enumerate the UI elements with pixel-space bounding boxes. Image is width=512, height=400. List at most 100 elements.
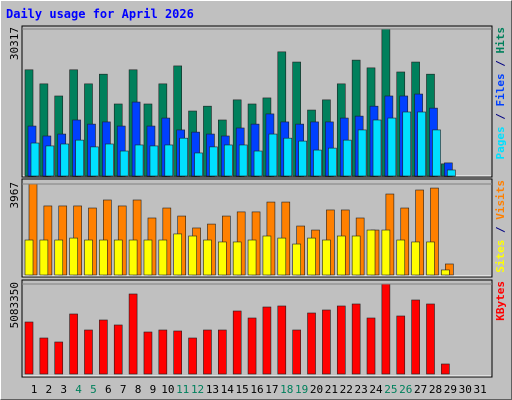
bar [417, 111, 426, 177]
bar [387, 117, 397, 177]
x-tick-label: 24 [369, 383, 383, 396]
bar [351, 235, 361, 276]
bar [441, 363, 450, 375]
x-tick-label: 16 [250, 383, 263, 396]
bar [149, 145, 159, 177]
x-tick-label: 23 [355, 383, 368, 396]
bar [411, 241, 420, 276]
bar [75, 139, 84, 177]
bar [322, 309, 331, 375]
x-tick-label: 10 [161, 383, 174, 396]
bar [105, 143, 114, 177]
bar [218, 241, 227, 276]
bar [351, 303, 361, 375]
x-tick-label: 17 [265, 383, 278, 396]
legend-entry: KBytes [494, 281, 507, 321]
x-tick-label: 5 [90, 383, 97, 396]
bar [113, 239, 123, 276]
x-tick-label: 15 [236, 383, 249, 396]
legend: Sites / Visits [494, 180, 507, 273]
chart-title: Daily usage for April 2026 [6, 7, 194, 21]
bar [336, 305, 346, 375]
bar [179, 137, 188, 177]
x-tick-label: 4 [75, 383, 82, 396]
bar [39, 239, 49, 276]
bar [307, 312, 316, 375]
bar [247, 317, 257, 375]
bar [69, 313, 78, 375]
legend-entry: Pages [494, 126, 507, 159]
x-tick-label: 6 [105, 383, 112, 396]
bar [381, 229, 391, 276]
x-tick-label: 11 [176, 383, 189, 396]
bar [313, 149, 322, 177]
x-tick-label: 31 [473, 383, 486, 396]
x-tick-label: 7 [120, 383, 127, 396]
bar [30, 142, 40, 177]
legend: Pages / Files / Hits [494, 27, 507, 160]
bar [194, 152, 203, 177]
bar [441, 269, 450, 276]
x-tick-label: 28 [429, 383, 442, 396]
x-tick-label: 25 [384, 383, 397, 396]
bar [247, 239, 257, 276]
x-tick-label: 9 [150, 383, 157, 396]
bar [84, 239, 93, 276]
bar [188, 235, 197, 276]
bar [203, 239, 212, 276]
bar [128, 239, 138, 276]
bar [119, 150, 129, 177]
bar [24, 321, 34, 375]
bar [224, 144, 233, 177]
x-tick-label: 8 [135, 383, 142, 396]
legend-separator: / [494, 54, 507, 74]
bar [328, 147, 337, 177]
bar [134, 144, 144, 177]
y-tick-label: 3967 [8, 182, 21, 209]
x-tick-label: 22 [340, 383, 353, 396]
legend-entry: Sites [494, 240, 507, 273]
bar [292, 243, 301, 276]
bar [54, 341, 64, 375]
x-tick-label: 29 [444, 383, 457, 396]
legend-entry: Visits [494, 180, 507, 220]
bar [24, 239, 34, 276]
bar [381, 283, 391, 375]
legend-entry: Files [494, 73, 507, 106]
bar [307, 237, 316, 276]
bar [173, 330, 182, 375]
bar [143, 331, 153, 375]
legend-separator: / [494, 220, 507, 240]
bar [90, 146, 99, 177]
x-tick-label: 3 [60, 383, 67, 396]
bar [39, 337, 49, 375]
legend: KBytes [494, 281, 507, 321]
bar [173, 233, 182, 276]
bar [426, 303, 435, 375]
y-tick-label: 30317 [8, 27, 21, 60]
bar [69, 237, 78, 276]
x-tick-label: 13 [206, 383, 219, 396]
bar [238, 144, 248, 177]
x-tick-label: 1 [31, 383, 38, 396]
bar [277, 237, 287, 276]
x-tick-label: 12 [191, 383, 204, 396]
bar [283, 137, 293, 177]
bar [209, 146, 218, 177]
x-tick-label: 21 [325, 383, 338, 396]
bar [143, 239, 153, 276]
bar [447, 169, 456, 177]
bar [218, 329, 227, 375]
bar [396, 315, 406, 375]
legend-entry: Hits [494, 27, 507, 54]
x-tick-label: 19 [295, 383, 308, 396]
bar [426, 241, 435, 276]
bar [396, 239, 406, 276]
bar [203, 329, 212, 375]
bar [84, 329, 93, 375]
bar [432, 129, 441, 177]
bar [188, 337, 197, 375]
bar [113, 324, 123, 375]
